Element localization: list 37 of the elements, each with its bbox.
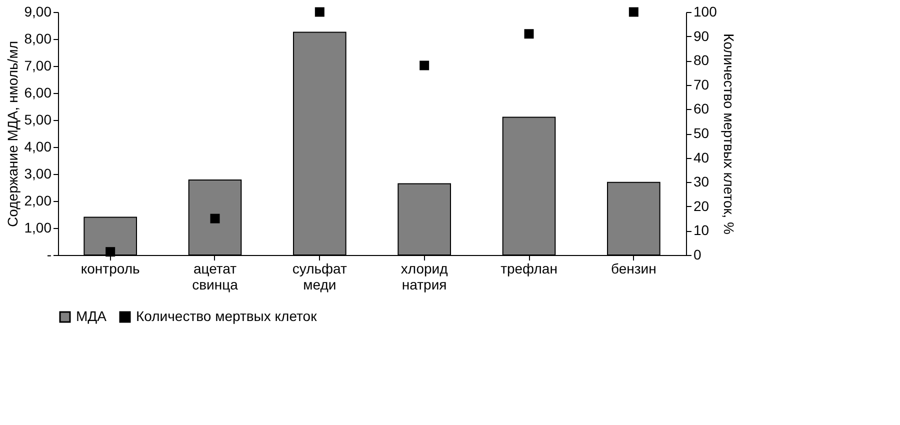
y-tick-label: 8,00: [24, 30, 52, 46]
x-tick-label: хлорид натрия: [400, 260, 448, 292]
y-tick-label: 1,00: [24, 220, 52, 236]
y2-tick-label: 100: [694, 4, 718, 20]
x-tick-label: сульфат меди: [292, 260, 348, 292]
y-axis-title: Содержание МДА, нмоль/мл: [4, 41, 20, 227]
point: [628, 7, 638, 17]
legend-label: Количество мертвых клеток: [136, 308, 318, 324]
y2-tick-label: 50: [694, 125, 710, 141]
point: [314, 7, 324, 17]
point: [420, 60, 430, 70]
x-tick-label: бензин: [610, 260, 656, 276]
y-tick-label: 6,00: [24, 84, 52, 100]
y2-tick-label: 60: [694, 100, 710, 117]
y-tick-label: 3,00: [24, 166, 52, 182]
point: [106, 247, 116, 257]
y-tick-label: 9,00: [24, 4, 52, 20]
y2-tick-label: 80: [694, 52, 710, 68]
y2-tick-label: 90: [694, 28, 710, 44]
y2-tick-label: 70: [694, 76, 710, 92]
y-tick-label: 7,00: [24, 58, 52, 74]
y-tick-label: -: [46, 246, 52, 262]
point: [524, 29, 534, 39]
y2-tick-label: 10: [694, 222, 710, 238]
x-tick-label: контроль: [80, 260, 140, 276]
point: [210, 214, 220, 224]
y-tick-label: 5,00: [24, 112, 52, 128]
y2-tick-label: 30: [694, 174, 710, 190]
y-tick-label: 4,00: [24, 138, 52, 154]
y2-tick-label: 20: [694, 198, 710, 214]
y2-axis-title: Количество мертвых клеток, %: [720, 34, 737, 234]
x-tick-label: трефлан: [500, 260, 558, 276]
y2-tick-label: 40: [694, 149, 710, 166]
y-tick-label: 2,00: [24, 192, 52, 208]
legend-label: МДА: [76, 308, 108, 324]
y2-tick-label: 0: [694, 246, 702, 262]
x-tick-label: ацетат свинца: [192, 260, 238, 292]
